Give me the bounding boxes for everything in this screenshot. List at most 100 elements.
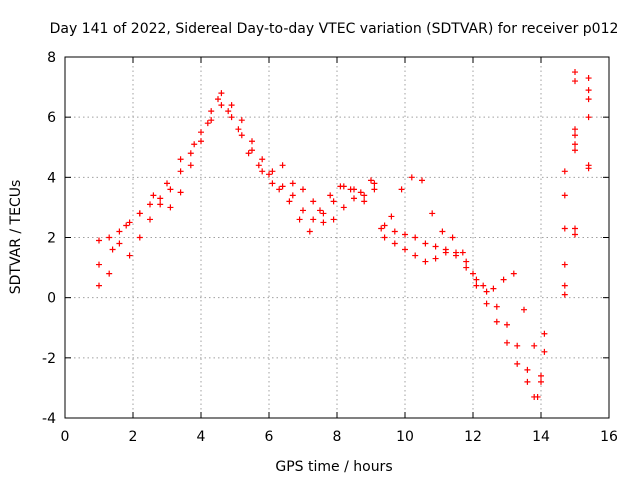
data-point [204, 120, 211, 127]
data-point [96, 261, 102, 268]
data-point [157, 195, 164, 202]
data-point [378, 225, 385, 232]
data-point [572, 141, 578, 148]
y-tick-label: -4 [42, 411, 56, 427]
data-point [432, 243, 439, 250]
data-point [259, 156, 266, 163]
data-point [198, 129, 204, 136]
data-point [524, 378, 531, 385]
data-point [228, 102, 235, 109]
x-tick-label: 0 [61, 429, 70, 445]
data-point [572, 126, 578, 133]
data-point [116, 240, 123, 247]
data-point [504, 321, 510, 328]
data-point [412, 252, 419, 259]
data-point [266, 171, 272, 178]
data-point [259, 168, 266, 175]
data-point [228, 114, 235, 121]
data-point [109, 246, 116, 253]
data-point [337, 183, 344, 190]
data-point [187, 162, 194, 169]
data-point [157, 201, 164, 208]
data-point [300, 207, 306, 214]
data-point [116, 228, 123, 235]
data-point [439, 228, 446, 235]
axis-ticks: 0 2 4 6 8 10 12 14 16 -4 -2 0 2 4 6 8 [42, 50, 618, 445]
data-point [126, 252, 133, 259]
data-point [177, 156, 184, 163]
x-tick-label: 12 [464, 429, 482, 445]
data-point [391, 228, 398, 235]
data-point [269, 180, 276, 187]
data-point [510, 270, 517, 277]
y-axis-label: SDTVAR / TECUs [8, 180, 24, 295]
data-point [391, 240, 398, 247]
data-point [225, 108, 232, 115]
data-point [561, 291, 568, 298]
y-tick-label: 4 [47, 170, 56, 186]
data-point [136, 234, 143, 241]
data-point [429, 210, 436, 217]
data-point [480, 282, 487, 289]
data-point [310, 216, 317, 223]
data-point [541, 330, 548, 337]
data-point [136, 210, 143, 217]
data-point [249, 138, 255, 145]
data-point [572, 69, 578, 76]
data-point [561, 168, 568, 175]
data-point [296, 216, 303, 223]
data-point [572, 132, 578, 139]
data-point [473, 276, 480, 283]
data-point [96, 282, 102, 289]
data-point [177, 189, 184, 196]
data-point [167, 186, 174, 193]
data-point [453, 252, 459, 259]
data-point [490, 285, 497, 292]
data-point [208, 117, 215, 124]
data-point [238, 117, 245, 124]
data-point [279, 162, 286, 169]
data-point [538, 372, 544, 379]
data-point [493, 303, 500, 310]
x-tick-label: 10 [396, 429, 414, 445]
data-point [402, 231, 408, 238]
data-point [572, 231, 578, 238]
data-point [371, 180, 378, 187]
data-point [357, 189, 364, 196]
data-point [572, 147, 578, 154]
x-tick-label: 4 [197, 429, 206, 445]
data-point [123, 222, 130, 229]
data-point [585, 96, 592, 103]
data-point [208, 108, 215, 115]
data-point [187, 150, 194, 157]
data-point [269, 168, 276, 175]
data-point [235, 126, 242, 133]
data-point [493, 318, 500, 325]
data-point [147, 201, 153, 208]
data-point [585, 114, 592, 121]
data-point [585, 75, 592, 82]
data-point [514, 342, 521, 349]
data-point [483, 288, 490, 295]
data-point [126, 219, 133, 226]
data-point [585, 165, 592, 172]
data-point [218, 90, 225, 97]
data-point [585, 87, 592, 94]
data-point [361, 192, 368, 199]
series-late-cluster [561, 69, 592, 298]
data-point [381, 234, 388, 241]
data-point [351, 195, 357, 202]
data-point [534, 393, 541, 400]
data-point [347, 186, 354, 193]
x-tick-label: 8 [333, 429, 342, 445]
x-tick-label: 2 [129, 429, 138, 445]
data-point [167, 204, 174, 211]
data-point [422, 240, 429, 247]
data-point [541, 348, 548, 355]
data-point [398, 186, 405, 193]
series-track-b [96, 102, 548, 400]
data-point [147, 216, 153, 223]
data-point [300, 186, 306, 193]
data-point [470, 270, 476, 277]
